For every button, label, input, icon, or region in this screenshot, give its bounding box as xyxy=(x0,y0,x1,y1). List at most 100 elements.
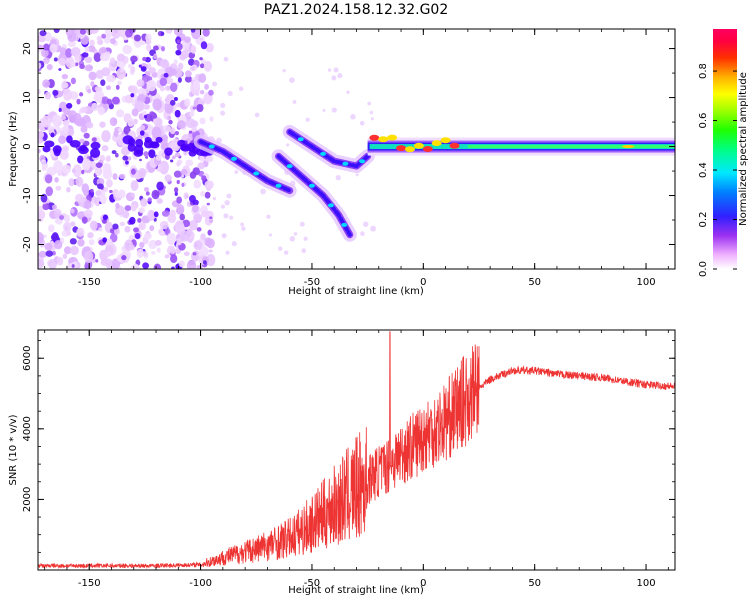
noise-blob xyxy=(81,158,91,171)
noise-blob xyxy=(97,106,106,116)
sparse-blob xyxy=(335,175,341,181)
noise-blob xyxy=(206,202,210,206)
track-hotspot xyxy=(320,151,327,156)
noise-blob xyxy=(167,115,172,121)
noise-blob xyxy=(184,70,192,78)
sparse-blob xyxy=(225,250,230,255)
noise-blob xyxy=(38,137,44,144)
noise-blob xyxy=(204,191,211,199)
noise-blob xyxy=(42,79,51,88)
noise-blob xyxy=(90,81,95,87)
noise-blob xyxy=(192,167,200,176)
colorbar-tick-label: 0.6 xyxy=(698,113,709,129)
noise-blob xyxy=(62,253,68,259)
colorbar-tick-label: 0.2 xyxy=(698,212,709,228)
sparse-blob xyxy=(238,86,244,91)
colorbar-gradient xyxy=(713,29,737,269)
noise-blob xyxy=(83,209,93,218)
noise-blob xyxy=(143,114,148,119)
noise-blob xyxy=(94,196,102,207)
noise-blob xyxy=(50,132,55,138)
noise-blob xyxy=(102,169,113,180)
snr-y-ticks: 2000 4000 6000 xyxy=(22,340,675,553)
track-hotspot xyxy=(297,137,304,142)
sparse-blob xyxy=(227,90,233,96)
noise-blob xyxy=(196,103,204,113)
noise-blob xyxy=(146,80,157,92)
noise-blob xyxy=(88,238,95,246)
noise-blob xyxy=(38,34,47,43)
noise-blob xyxy=(160,45,166,52)
x-tick-label: -150 xyxy=(78,578,101,589)
noise-blob xyxy=(62,124,69,134)
snr-series-line xyxy=(38,331,675,570)
noise-blob xyxy=(138,167,147,179)
noise-blob xyxy=(198,73,207,83)
carrier-hotspot xyxy=(413,142,424,149)
snr-panel: -150 -100 -50 0 50 100 2000 4000 6000 Height of… xyxy=(8,329,676,596)
noise-blob xyxy=(61,82,69,89)
sparse-blob xyxy=(293,232,298,236)
noise-blob xyxy=(52,89,59,96)
noise-blob xyxy=(71,61,77,68)
noise-blob-deep xyxy=(177,139,186,147)
noise-blob xyxy=(105,251,112,257)
x-tick-label: 100 xyxy=(636,578,655,589)
noise-blob xyxy=(95,259,99,263)
noise-blob xyxy=(190,120,199,128)
y-tick-label: -20 xyxy=(22,236,33,252)
noise-blob xyxy=(63,88,72,101)
noise-blob xyxy=(39,30,47,37)
noise-blob xyxy=(196,227,202,232)
noise-blob xyxy=(162,125,172,133)
noise-blob xyxy=(38,215,44,223)
noise-blob xyxy=(156,198,163,204)
sparse-blob xyxy=(223,56,229,62)
noise-blob xyxy=(152,98,162,111)
noise-blob xyxy=(186,260,197,269)
noise-blob xyxy=(53,57,58,62)
noise-blob xyxy=(112,118,117,124)
noise-blob xyxy=(99,121,106,128)
colorbar-tick-label: 0.4 xyxy=(698,162,709,178)
noise-blob xyxy=(134,233,141,240)
noise-blob xyxy=(102,98,107,103)
noise-blob xyxy=(40,159,47,166)
x-tick-label: 50 xyxy=(528,578,541,589)
noise-blob xyxy=(70,208,75,214)
noise-blob xyxy=(89,220,98,231)
noise-blob-deep xyxy=(144,136,152,143)
noise-blob xyxy=(108,59,118,72)
noise-blob xyxy=(149,225,155,232)
noise-blob xyxy=(193,213,203,222)
sparse-blob xyxy=(212,81,218,87)
noise-blob xyxy=(138,222,147,231)
sparse-blob xyxy=(266,214,271,219)
noise-blob xyxy=(177,77,182,83)
noise-blob xyxy=(45,250,54,257)
y-tick-label: 20 xyxy=(22,42,33,55)
noise-blob xyxy=(71,91,79,101)
noise-blob xyxy=(121,255,127,261)
noise-blob xyxy=(116,67,127,79)
noise-blob xyxy=(143,151,149,157)
x-tick-label: 50 xyxy=(528,277,541,288)
noise-blob xyxy=(181,49,189,59)
sparse-blob xyxy=(226,193,232,199)
noise-blob xyxy=(88,71,97,81)
sparse-blob xyxy=(260,188,266,195)
noise-blob xyxy=(202,29,210,37)
noise-blob xyxy=(137,218,142,223)
noise-blob xyxy=(96,35,103,42)
noise-blob-deep xyxy=(164,147,173,156)
noise-blob xyxy=(180,168,188,176)
noise-blob xyxy=(122,210,130,219)
noise-blob xyxy=(70,77,76,85)
noise-blob xyxy=(171,155,176,160)
noise-blob xyxy=(106,74,116,83)
noise-blob xyxy=(199,63,205,69)
noise-blob xyxy=(117,80,122,86)
noise-blob xyxy=(38,250,47,258)
noise-blob xyxy=(51,204,57,210)
noise-blob xyxy=(91,137,97,142)
